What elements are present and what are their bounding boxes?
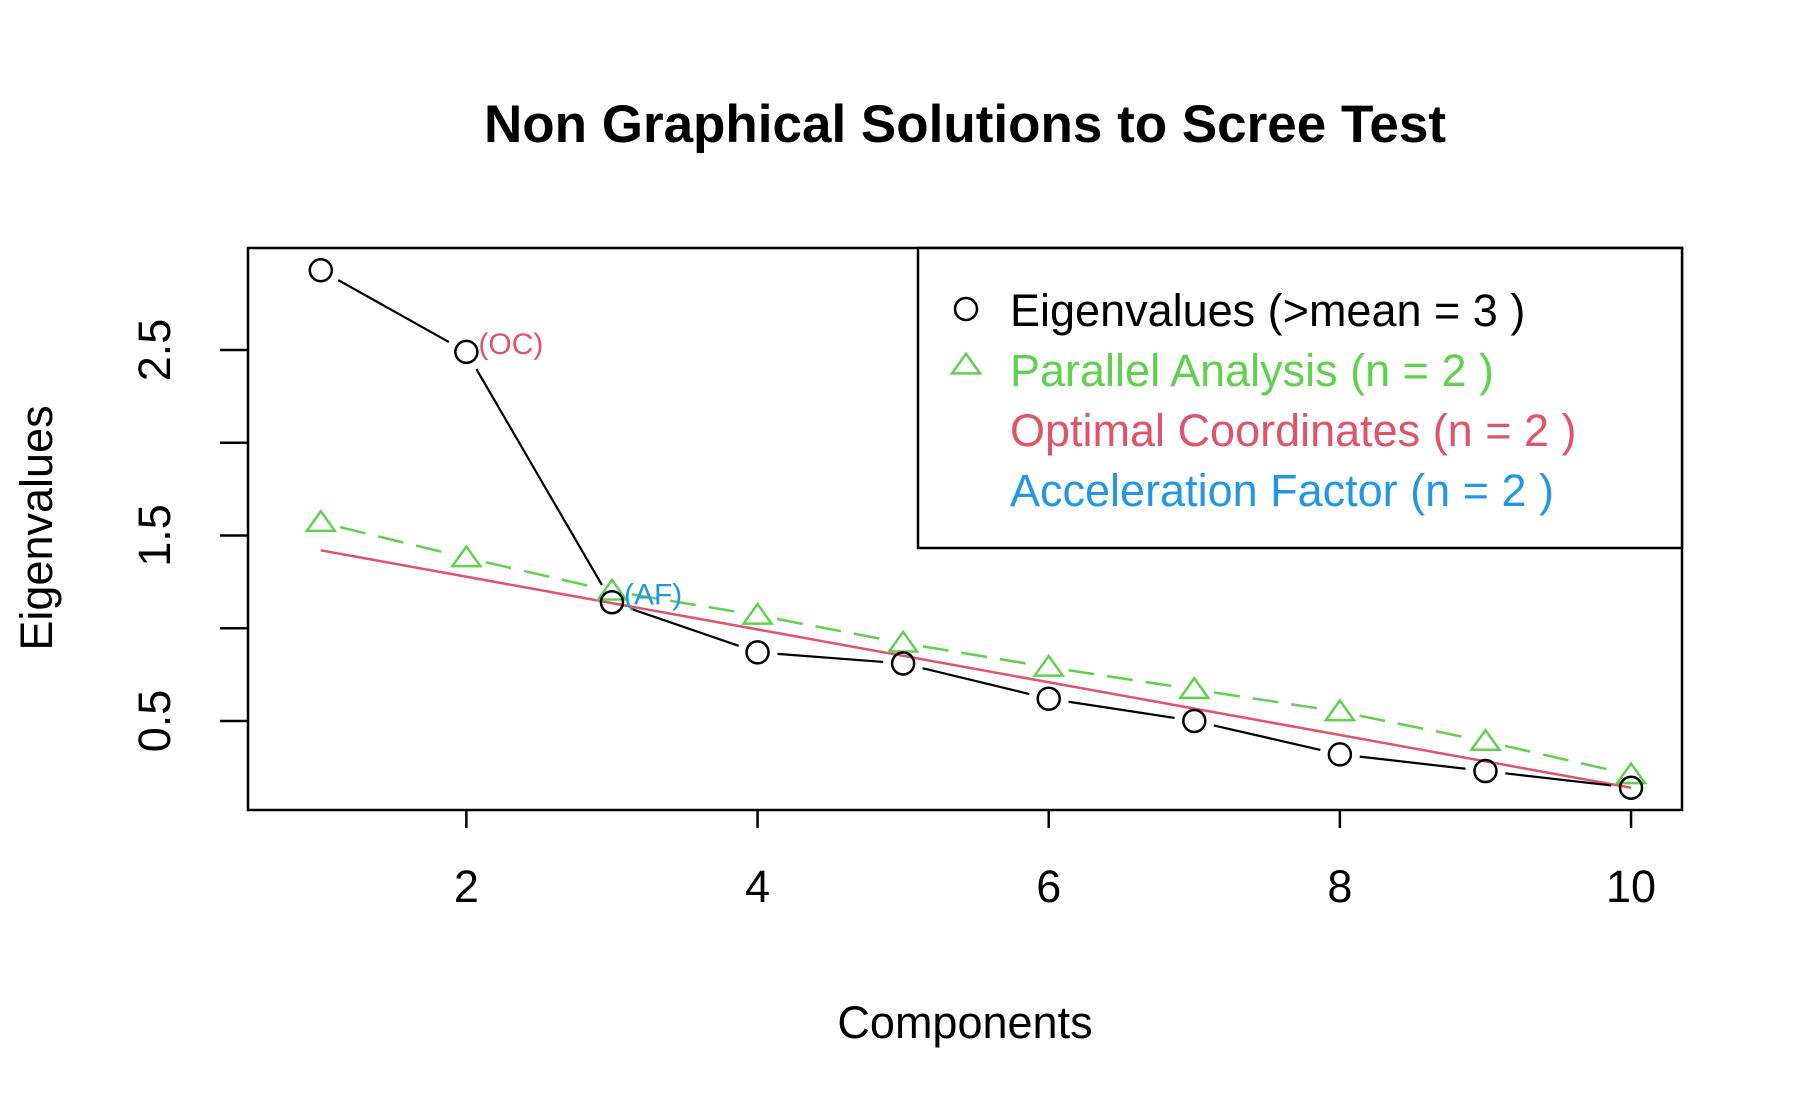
x-axis: 2 4 6 8 10 <box>454 810 1656 912</box>
parallel-analysis-point <box>304 509 338 533</box>
eigenvalue-line-segment <box>475 368 603 586</box>
parallel-analysis-line-segment <box>776 617 884 641</box>
parallel-analysis-point <box>886 629 920 653</box>
x-tick-label: 4 <box>745 861 770 912</box>
eigenvalue-line-segment <box>337 279 450 344</box>
legend-circle-symbol <box>953 296 979 322</box>
annotation-layer: (OC) (AF) <box>478 328 682 611</box>
chart-title: Non Graphical Solutions to Scree Test <box>484 95 1446 154</box>
x-tick-label: 8 <box>1327 861 1352 912</box>
eigenvalue-point <box>1182 708 1207 734</box>
eigenvalue-line-segment <box>1213 724 1321 751</box>
eigenvalue-line-segment <box>1505 772 1612 787</box>
legend: Eigenvalues (>mean = 3 ) Parallel Analysi… <box>916 246 1684 550</box>
optimal-coordinates-line <box>320 549 1632 789</box>
parallel-analysis-line-segment <box>339 525 448 555</box>
eigenvalue-point <box>1473 758 1498 784</box>
parallel-analysis-line-segment <box>1504 744 1612 772</box>
legend-entry-label: Parallel Analysis (n = 2 ) <box>1010 345 1494 396</box>
eigenvalue-line-segment <box>922 667 1030 696</box>
y-tick-label: 0.5 <box>129 690 180 753</box>
x-axis-label: Components <box>837 997 1092 1048</box>
eigenvalue-line-segment <box>1359 755 1466 770</box>
parallel-analysis-point <box>1614 761 1648 785</box>
eigenvalue-point <box>890 651 916 676</box>
x-tick-label: 2 <box>454 861 479 912</box>
parallel-analysis-line-segment <box>922 645 1030 666</box>
parallel-analysis-point <box>1032 653 1066 677</box>
legend-entry-label: Acceleration Factor (n = 2 ) <box>1010 465 1554 516</box>
legend-entry-label: Optimal Coordinates (n = 2 ) <box>1010 405 1577 456</box>
series-layer <box>304 258 1648 800</box>
legend-box <box>916 246 1684 550</box>
parallel-analysis-line-segment <box>485 561 593 588</box>
annotation-label: (OC) <box>478 328 543 361</box>
parallel-analysis-point <box>595 577 629 601</box>
eigenvalue-point <box>1618 775 1644 800</box>
y-tick-label: 1.5 <box>129 504 180 567</box>
eigenvalue-line-segment <box>630 607 739 647</box>
y-axis: 0.5 1.5 2.5 <box>129 319 248 753</box>
eigenvalue-line-segment <box>1068 700 1175 720</box>
y-axis-label: Eigenvalues <box>11 405 62 650</box>
parallel-analysis-point <box>741 601 774 625</box>
eigenvalue-line-segment <box>777 652 884 664</box>
x-tick-label: 6 <box>1036 861 1061 912</box>
x-tick-label: 10 <box>1606 861 1656 912</box>
legend-entry-label: Eigenvalues (>mean = 3 ) <box>1010 285 1525 336</box>
parallel-analysis-line-segment <box>1213 691 1321 710</box>
parallel-analysis-point <box>449 544 483 568</box>
y-tick-label: 2.5 <box>129 319 180 382</box>
parallel-analysis-line-segment <box>631 593 739 614</box>
annotation-label: (AF) <box>624 578 682 611</box>
eigenvalue-point <box>1036 686 1061 711</box>
eigenvalue-point <box>308 258 334 283</box>
parallel-analysis-point <box>1177 676 1211 700</box>
parallel-analysis-point <box>1323 698 1357 722</box>
parallel-analysis-line-segment <box>1359 714 1467 739</box>
eigenvalue-point <box>599 590 625 615</box>
eigenvalue-point <box>1327 742 1353 767</box>
eigenvalue-point <box>454 339 479 365</box>
legend-triangle-symbol <box>949 351 983 375</box>
parallel-analysis-line-segment <box>1068 668 1175 688</box>
eigenvalue-point <box>745 640 770 665</box>
parallel-analysis-point <box>1469 728 1502 752</box>
